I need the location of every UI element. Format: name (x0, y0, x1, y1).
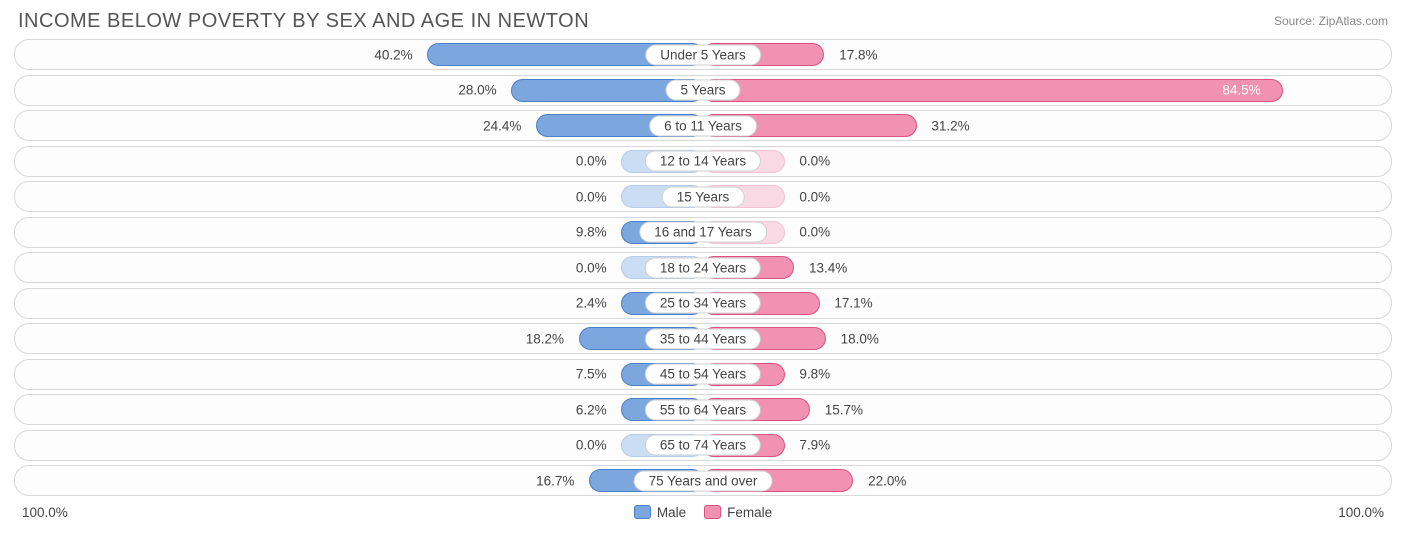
legend-swatch-female (704, 505, 721, 519)
pct-label-male: 0.0% (576, 438, 607, 453)
chart-row: 16.7% 22.0% 75 Years and over (14, 465, 1392, 496)
pct-label-female: 15.7% (825, 402, 863, 417)
chart-row: 7.5% 9.8% 45 to 54 Years (14, 359, 1392, 390)
chart-row: 40.2% 17.8% Under 5 Years (14, 39, 1392, 70)
chart-area: 40.2% 17.8% Under 5 Years 28.0% 84.5% 5 Years… (0, 39, 1406, 496)
pct-label-female: 0.0% (799, 225, 830, 240)
legend-item-female: Female (704, 505, 772, 520)
chart-title: INCOME BELOW POVERTY BY SEX AND AGE IN N… (18, 10, 589, 33)
chart-row: 28.0% 84.5% 5 Years (14, 75, 1392, 106)
category-label: 5 Years (665, 80, 740, 101)
header: INCOME BELOW POVERTY BY SEX AND AGE IN N… (0, 0, 1406, 39)
pct-label-female: 31.2% (931, 118, 969, 133)
pct-label-female: 0.0% (799, 154, 830, 169)
pct-label-male: 7.5% (576, 367, 607, 382)
pct-label-male: 6.2% (576, 402, 607, 417)
axis-label-right: 100.0% (1338, 505, 1384, 520)
pct-label-female: 18.0% (841, 331, 879, 346)
source-attribution: Source: ZipAtlas.com (1274, 10, 1388, 28)
chart-row: 18.2% 18.0% 35 to 44 Years (14, 323, 1392, 354)
pct-label-male: 18.2% (526, 331, 564, 346)
pct-label-female: 22.0% (868, 473, 906, 488)
chart-row: 0.0% 13.4% 18 to 24 Years (14, 252, 1392, 283)
category-label: Under 5 Years (645, 44, 761, 65)
pct-label-male: 40.2% (374, 47, 412, 62)
legend: Male Female (634, 505, 772, 520)
category-label: 65 to 74 Years (645, 435, 761, 456)
pct-label-female: 13.4% (809, 260, 847, 275)
pct-label-female: 7.9% (799, 438, 830, 453)
chart-row: 24.4% 31.2% 6 to 11 Years (14, 110, 1392, 141)
pct-label-male: 9.8% (576, 225, 607, 240)
category-label: 35 to 44 Years (645, 328, 761, 349)
chart-row: 9.8% 0.0% 16 and 17 Years (14, 217, 1392, 248)
category-label: 6 to 11 Years (649, 115, 757, 136)
pct-label-male: 0.0% (576, 189, 607, 204)
category-label: 16 and 17 Years (639, 222, 767, 243)
bar-female (702, 79, 1283, 102)
chart-row: 2.4% 17.1% 25 to 34 Years (14, 288, 1392, 319)
legend-item-male: Male (634, 505, 686, 520)
pct-label-female: 84.5% (1222, 83, 1270, 98)
category-label: 25 to 34 Years (645, 293, 761, 314)
chart-row: 0.0% 0.0% 12 to 14 Years (14, 146, 1392, 177)
pct-label-male: 28.0% (458, 83, 496, 98)
pct-label-female: 17.1% (834, 296, 872, 311)
pct-label-male: 24.4% (483, 118, 521, 133)
axis-label-left: 100.0% (22, 505, 68, 520)
category-label: 15 Years (662, 186, 745, 207)
chart-row: 6.2% 15.7% 55 to 64 Years (14, 394, 1392, 425)
category-label: 55 to 64 Years (645, 399, 761, 420)
category-label: 18 to 24 Years (645, 257, 761, 278)
legend-swatch-male (634, 505, 651, 519)
category-label: 45 to 54 Years (645, 364, 761, 385)
chart-row: 0.0% 0.0% 15 Years (14, 181, 1392, 212)
footer: 100.0% Male Female 100.0% (0, 501, 1406, 520)
legend-label-female: Female (727, 505, 772, 520)
pct-label-male: 16.7% (536, 473, 574, 488)
pct-label-male: 0.0% (576, 260, 607, 275)
pct-label-male: 0.0% (576, 154, 607, 169)
legend-label-male: Male (657, 505, 686, 520)
category-label: 75 Years and over (634, 470, 773, 491)
pct-label-female: 17.8% (839, 47, 877, 62)
pct-label-female: 9.8% (799, 367, 830, 382)
pct-label-male: 2.4% (576, 296, 607, 311)
pct-label-female: 0.0% (799, 189, 830, 204)
category-label: 12 to 14 Years (645, 151, 761, 172)
chart-row: 0.0% 7.9% 65 to 74 Years (14, 430, 1392, 461)
